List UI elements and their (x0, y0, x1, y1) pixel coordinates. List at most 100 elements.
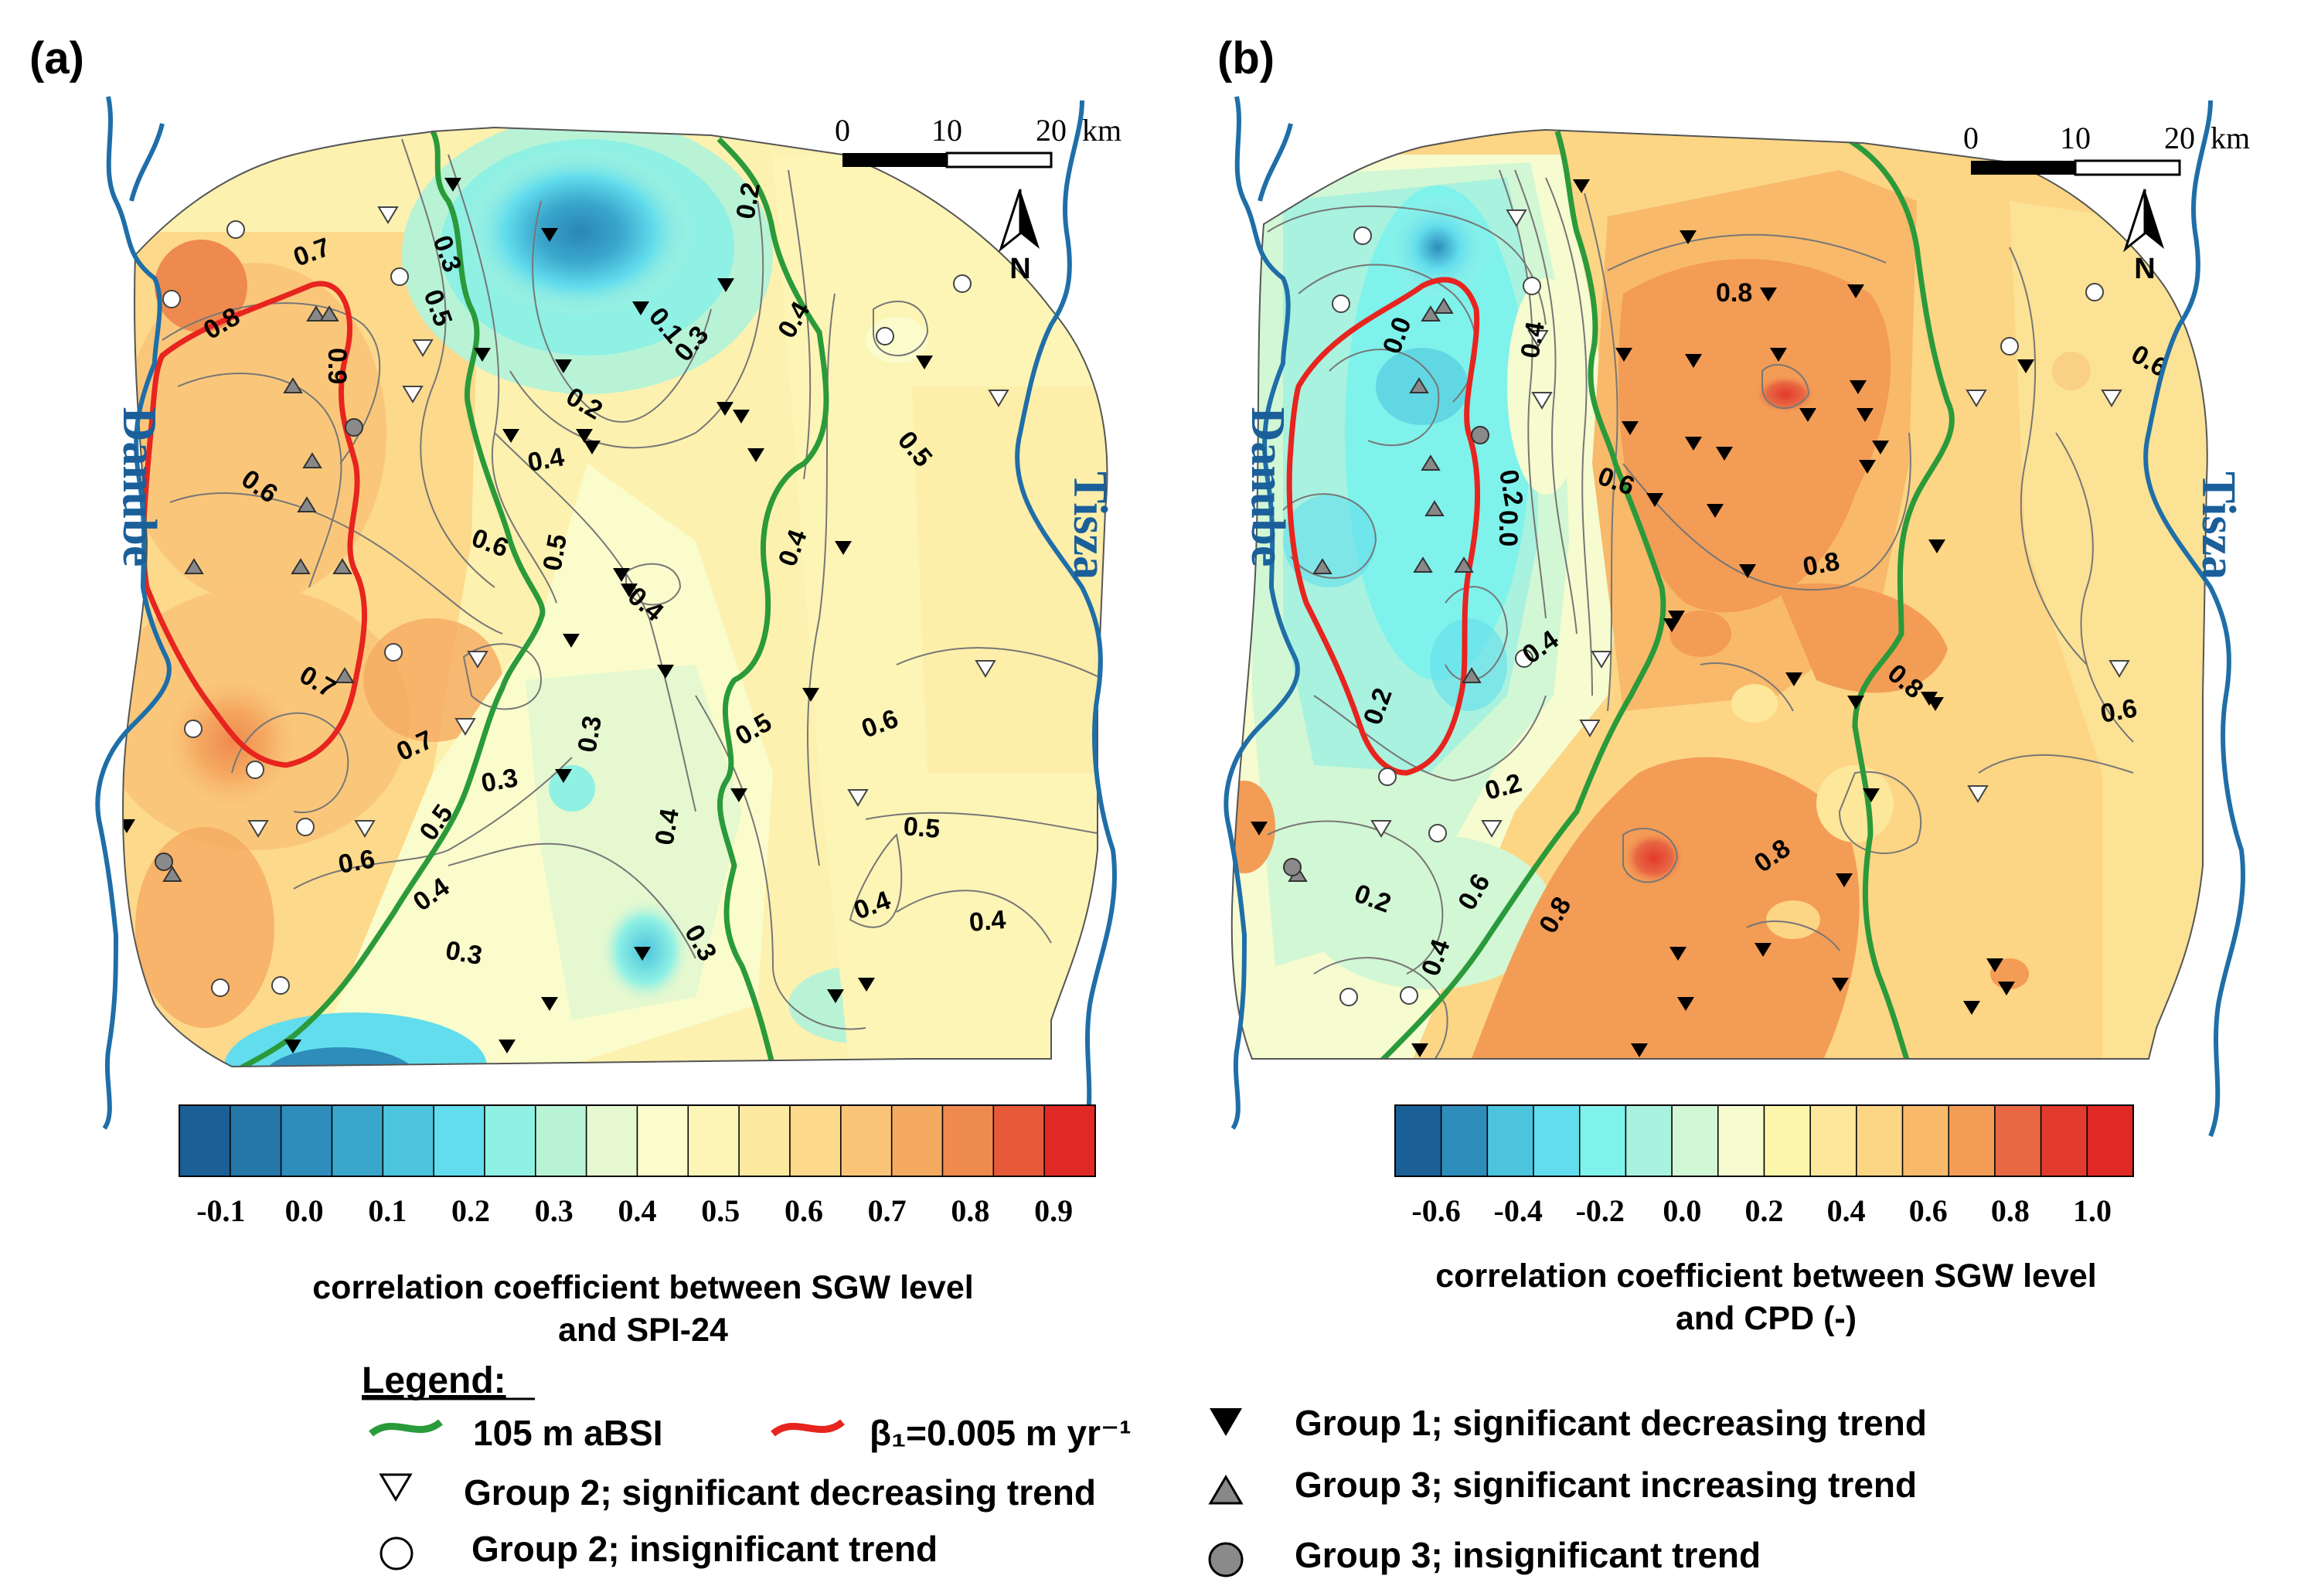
contour-label: 0.6 (2098, 693, 2139, 729)
svg-text:20: 20 (1036, 113, 1067, 148)
grey-circle-icon (1208, 1542, 1244, 1577)
north-arrow-icon: N (999, 189, 1040, 285)
colorbar-cell (738, 1104, 791, 1177)
legend-item-group2-insignificant: Group 2; insignificant trend (379, 1529, 938, 1570)
svg-text:β₁=0.005 m yr⁻¹: β₁=0.005 m yr⁻¹ (870, 1413, 1132, 1453)
colorbar-tick-label: -0.6 (1411, 1193, 1460, 1228)
colorbar-tick-label: 0.6 (1909, 1193, 1948, 1228)
colorbar-cell (484, 1104, 536, 1177)
contour-label: 0.4 (968, 905, 1006, 938)
svg-text:0: 0 (1963, 121, 1979, 155)
colorbar-tick-label: 0.8 (1991, 1193, 2030, 1228)
colorbar-cell (1948, 1104, 1996, 1177)
panel-a: (a) (29, 33, 1121, 1138)
colorbar-tick-label: 0.5 (701, 1193, 740, 1228)
panel-a-105m-lines (230, 130, 829, 1067)
colorbar-tick-label: -0.4 (1494, 1193, 1543, 1228)
colorbar-cell (1994, 1104, 2042, 1177)
legend-item-group3-increasing: Group 3; significant increasing trend (1208, 1465, 1917, 1505)
legend-title: Legend: (362, 1360, 506, 1401)
colorbar-tick-label: 0.0 (1663, 1193, 1701, 1228)
colorbar-cell (1440, 1104, 1489, 1177)
legend-item-group3-insignificant: Group 3; insignificant trend (1208, 1535, 1761, 1577)
colorbar-tick-label: 0.1 (368, 1193, 407, 1228)
colorbar-tick-label: 0.4 (618, 1193, 657, 1228)
colorbar-cell (687, 1104, 740, 1177)
contour-label: 0.4 (1515, 319, 1550, 360)
colorbar-b-title-line2: and CPD (-) (1676, 1300, 1857, 1337)
colorbar-cell (1671, 1104, 1719, 1177)
contour-label: 0.8 (1716, 278, 1752, 308)
contour-label: 0.0 (1493, 510, 1523, 546)
contour-label: 0.5 (902, 812, 941, 844)
svg-text:N: N (2134, 253, 2155, 285)
colorbar-cell (636, 1104, 689, 1177)
colorbar-cell (1394, 1104, 1442, 1177)
colorbar-cell (789, 1104, 842, 1177)
north-arrow-icon: N (2123, 189, 2164, 285)
colorbar-a-title-line2: and SPI-24 (558, 1312, 728, 1349)
colorbar-tick-label: -0.2 (1576, 1193, 1625, 1228)
colorbar-tick-label: 1.0 (2073, 1193, 2112, 1228)
colorbar-tick-label: 0.3 (535, 1193, 573, 1228)
colorbar-cell (941, 1104, 995, 1177)
contour-label: 0.9 (322, 348, 352, 384)
colorbar-cell (1717, 1104, 1765, 1177)
colorbar-tick-label: 0.4 (1827, 1193, 1866, 1228)
contour-label: 0.3 (479, 763, 520, 798)
red-line-icon (771, 1419, 845, 1437)
contour-label: 0.4 (526, 442, 567, 478)
colorbar-cell (1856, 1104, 1904, 1177)
colorbar-b-title-line1: correlation coefficient between SGW leve… (1435, 1257, 2096, 1295)
panel-b-105m-lines (1373, 130, 1955, 1059)
contour-label: 0.3 (444, 935, 485, 971)
colorbar-tick-label: 0.0 (285, 1193, 324, 1228)
svg-text:10: 10 (931, 113, 962, 148)
svg-text:10: 10 (2060, 121, 2091, 155)
danube-label: Danube (113, 407, 165, 567)
panel-b-field: 0.0 0.4 0.2 0.0 0.6 0.8 0.8 0.6 0.4 0.2 … (1231, 130, 2207, 1059)
svg-text:20: 20 (2164, 121, 2195, 155)
colorbar-cell (280, 1104, 333, 1177)
colorbar-cell (382, 1104, 434, 1177)
white-circle-icon (379, 1536, 414, 1570)
panel-b-rivers (1224, 96, 2246, 1138)
svg-text:Group 3; significant increasin: Group 3; significant increasing trend (1295, 1465, 1917, 1505)
danube-label: Danube (1241, 407, 1294, 567)
svg-text:Group 1; significant decreasin: Group 1; significant decreasing trend (1295, 1403, 1927, 1443)
panel-b: (b) (1217, 33, 2250, 1138)
legend-item-group2-decreasing: Group 2; significant decreasing trend (379, 1472, 1096, 1513)
colorbar-tick-label: 0.7 (868, 1193, 907, 1228)
colorbar-cell (2086, 1104, 2134, 1177)
contour-label: 0.8 (1801, 546, 1842, 582)
colorbar-cell (535, 1104, 587, 1177)
tisza-label: Tisza (1064, 471, 1116, 580)
colorbar-cell (1809, 1104, 1857, 1177)
colorbar-cell (1901, 1104, 1949, 1177)
contour-label: 0.2 (1493, 468, 1529, 509)
panel-b-markers (1251, 179, 2130, 1057)
panel-b-scale-bar: 0 10 20 km (1963, 121, 2250, 176)
colorbar-cell (179, 1104, 231, 1177)
colorbar-tick-label: 0.8 (951, 1193, 989, 1228)
legend-item-105m: 105 m aBSI (369, 1413, 662, 1453)
panel-a-scale-bar: 0 10 20 km (835, 113, 1121, 168)
panel-b-label: (b) (1217, 33, 1275, 83)
colorbar-a: -0.1 0.0 0.1 0.2 0.3 0.4 0.5 0.6 0.7 0.8 0.9 corre… (179, 1104, 1096, 1349)
colorbar-cell (1763, 1104, 1811, 1177)
colorbar-tick-label: 0.2 (451, 1193, 490, 1228)
colorbar-cell (1043, 1104, 1096, 1177)
colorbar-cell (2040, 1104, 2088, 1177)
colorbar-cell (992, 1104, 1045, 1177)
colorbar-tick-label: 0.6 (785, 1193, 823, 1228)
colorbar-tick-label: -0.1 (196, 1193, 245, 1228)
contour-label: 0.2 (730, 180, 766, 221)
panel-a-contours (162, 138, 1106, 1030)
panel-a-label: (a) (29, 33, 84, 83)
colorbar-cell (1625, 1104, 1673, 1177)
white-triangle-down-icon (379, 1473, 413, 1502)
colorbar-tick-label: 0.2 (1745, 1193, 1784, 1228)
legend-item-beta: β₁=0.005 m yr⁻¹ (771, 1413, 1132, 1453)
colorbar-cell (331, 1104, 384, 1177)
